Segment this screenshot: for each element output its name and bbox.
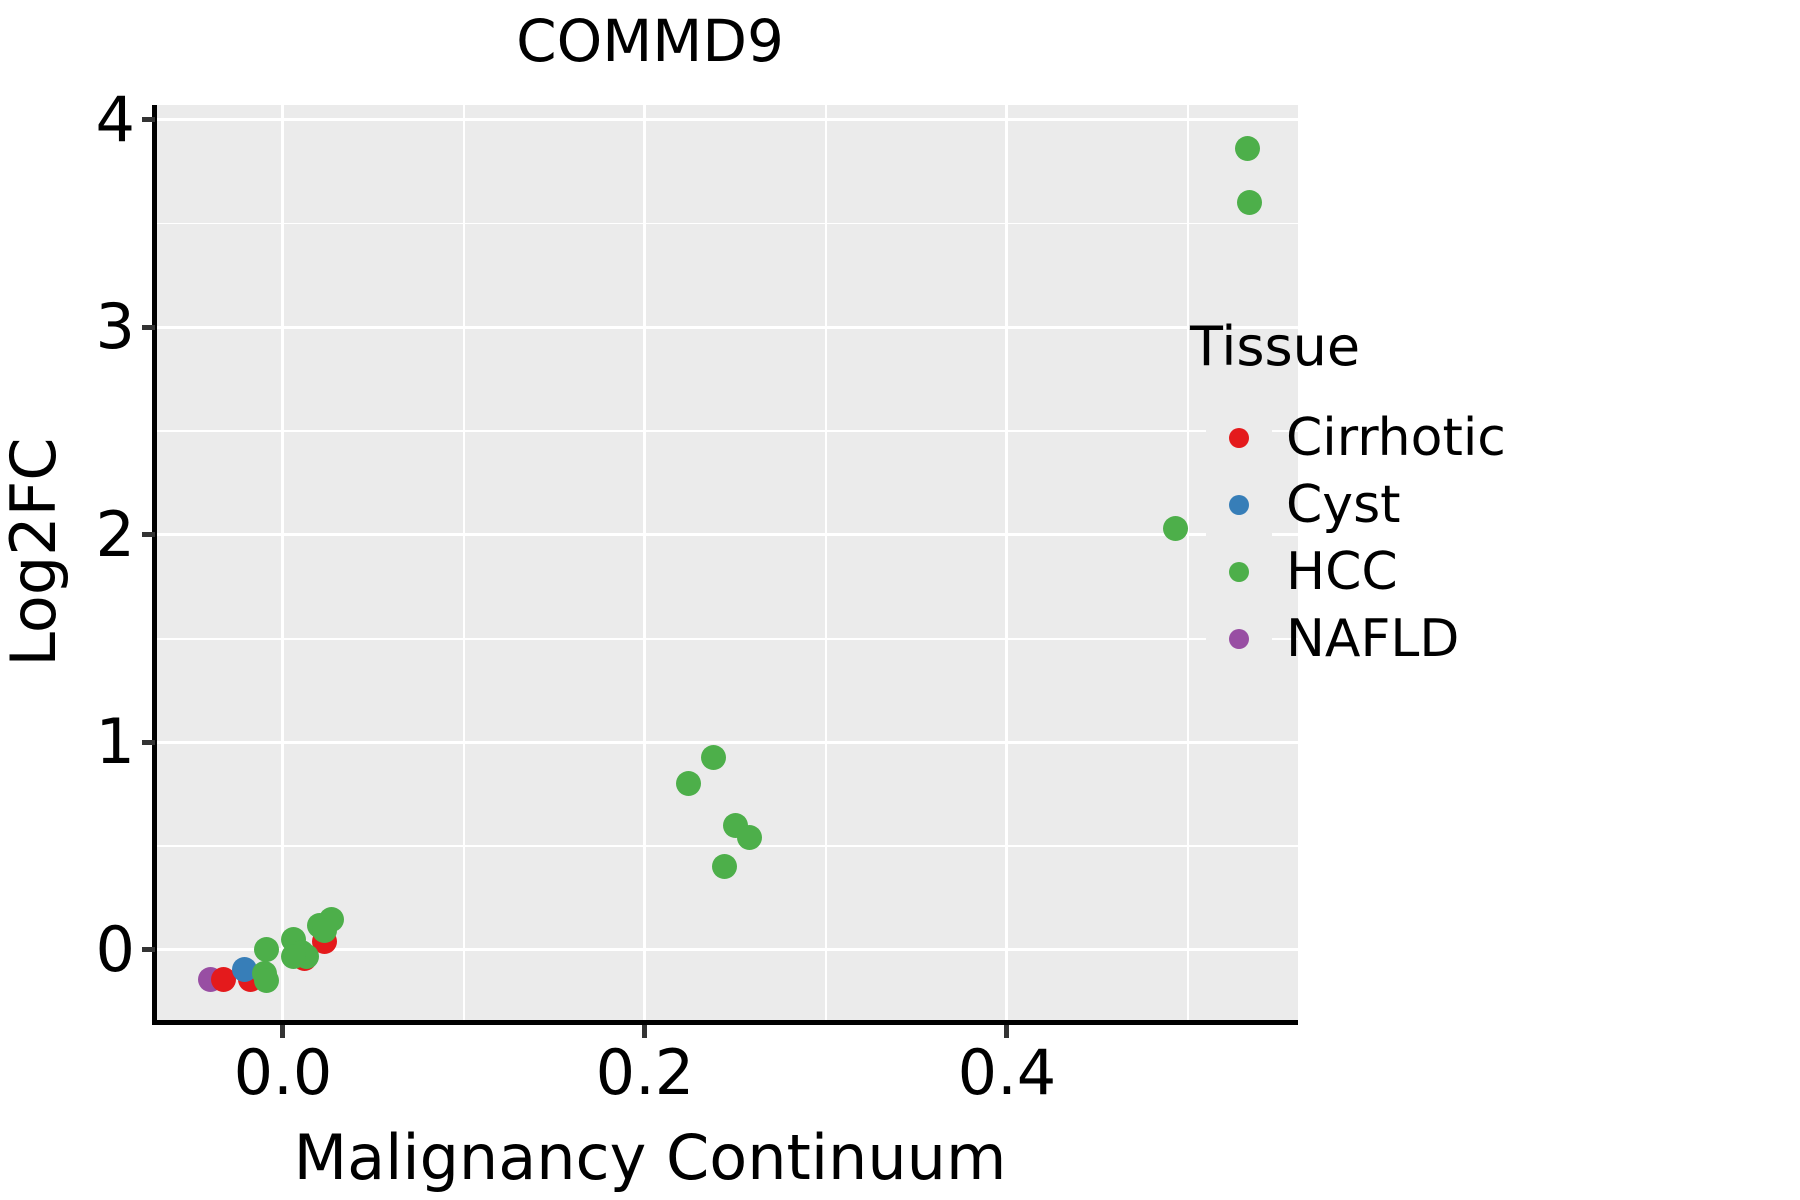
- x-tick-mark: [642, 1025, 648, 1038]
- data-point-hcc: [1162, 516, 1188, 542]
- data-point-hcc: [701, 744, 727, 770]
- data-point-hcc: [1235, 136, 1261, 162]
- legend-key: [1206, 404, 1272, 471]
- data-point-hcc: [737, 825, 763, 851]
- data-point-hcc: [1236, 190, 1262, 216]
- gridline-minor-y: [157, 845, 1298, 848]
- gridline-major-x: [643, 105, 647, 1022]
- gridline-major-y: [157, 740, 1298, 744]
- y-tick-label: 2: [95, 497, 135, 571]
- gridline-minor-x: [825, 105, 827, 1022]
- x-tick-mark: [280, 1025, 286, 1038]
- gridline-major-y: [157, 118, 1298, 122]
- gridline-minor-y: [157, 637, 1298, 640]
- gridline-minor-y: [157, 222, 1298, 225]
- data-point-hcc: [312, 917, 338, 943]
- y-tick-label: 0: [95, 912, 135, 986]
- legend-key: [1206, 538, 1272, 605]
- legend-item-label: Cyst: [1286, 474, 1401, 535]
- legend-key: [1206, 605, 1272, 672]
- legend-item-label: Cirrhotic: [1286, 407, 1506, 468]
- legend: Tissue Cirrhotic Cyst HCC NAFLD: [1190, 318, 1506, 672]
- gridline-major-x: [281, 105, 285, 1022]
- plot-title: COMMD9: [516, 7, 784, 75]
- y-tick-mark: [142, 324, 155, 330]
- gridline-minor-x: [1187, 105, 1189, 1022]
- x-tick-label: 0.0: [233, 1036, 333, 1109]
- data-point-hcc: [281, 943, 307, 969]
- y-tick-label: 1: [95, 705, 135, 779]
- gridline-minor-x: [463, 105, 465, 1022]
- y-tick-label: 3: [95, 290, 135, 364]
- legend-item-label: HCC: [1286, 541, 1398, 602]
- data-point-hcc: [254, 967, 280, 993]
- gridline-major-x: [1005, 105, 1009, 1022]
- y-axis-line: [152, 105, 157, 1025]
- plot-panel: [157, 105, 1298, 1022]
- y-tick-mark: [142, 117, 155, 123]
- data-point-hcc: [712, 854, 738, 880]
- data-point-hcc: [675, 771, 701, 797]
- legend-swatch-icon: [1229, 494, 1249, 515]
- legend-swatch-icon: [1229, 561, 1249, 582]
- gridline-minor-y: [157, 430, 1298, 432]
- legend-key: [1206, 471, 1272, 538]
- gridline-major-y: [157, 325, 1298, 329]
- legend-item-cirrhotic: Cirrhotic: [1206, 404, 1506, 471]
- legend-rows: Cirrhotic Cyst HCC NAFLD: [1190, 404, 1506, 672]
- y-axis-label: Log2FC: [0, 437, 70, 667]
- x-axis-line: [152, 1020, 1298, 1025]
- y-tick-label: 4: [95, 82, 135, 156]
- legend-item-cyst: Cyst: [1206, 471, 1506, 538]
- legend-item-nafld: NAFLD: [1206, 605, 1506, 672]
- legend-swatch-icon: [1229, 628, 1249, 649]
- gridline-major-y: [157, 533, 1298, 537]
- y-tick-mark: [142, 532, 155, 538]
- y-tick-mark: [142, 947, 155, 953]
- data-point-hcc: [254, 937, 280, 963]
- data-point-cirrhotic: [210, 966, 236, 992]
- x-tick-label: 0.2: [595, 1036, 695, 1109]
- x-tick-label: 0.4: [957, 1036, 1057, 1109]
- legend-title: Tissue: [1190, 315, 1361, 378]
- x-tick-mark: [1004, 1025, 1010, 1038]
- y-tick-mark: [142, 739, 155, 745]
- legend-item-label: NAFLD: [1286, 608, 1460, 669]
- legend-swatch-icon: [1229, 427, 1249, 448]
- legend-item-hcc: HCC: [1206, 538, 1506, 605]
- x-axis-label: Malignancy Continuum: [293, 1121, 1007, 1194]
- gridline-major-y: [157, 948, 1298, 952]
